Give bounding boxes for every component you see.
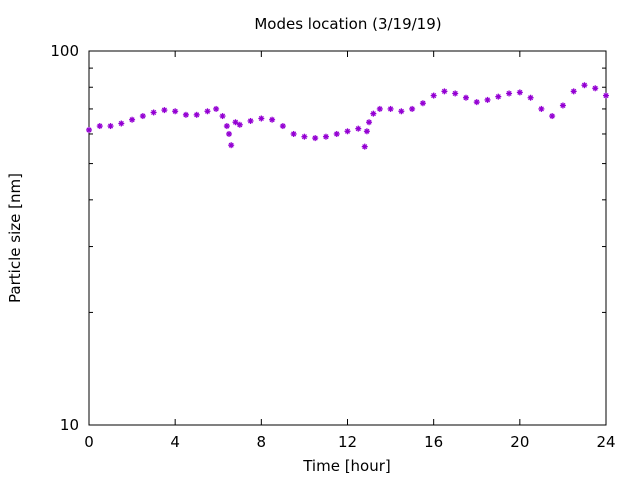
data-point <box>355 125 362 132</box>
data-point <box>419 100 426 107</box>
data-point <box>96 123 103 130</box>
data-point <box>363 128 370 135</box>
x-tick-label: 20 <box>510 433 529 451</box>
data-point <box>398 108 405 115</box>
data-point <box>430 92 437 99</box>
data-point <box>193 111 200 118</box>
data-point <box>86 126 92 133</box>
data-point <box>366 119 373 126</box>
x-tick-label: 16 <box>424 433 443 451</box>
data-point <box>107 123 114 130</box>
x-tick-label: 12 <box>338 433 357 451</box>
x-tick-label: 24 <box>596 433 615 451</box>
data-point <box>581 82 588 89</box>
data-point <box>118 120 125 127</box>
data-point <box>344 128 351 135</box>
data-point <box>228 142 235 149</box>
data-point <box>506 90 513 97</box>
data-point <box>527 94 534 101</box>
data-point <box>376 105 383 112</box>
data-point <box>232 119 239 126</box>
data-point <box>258 115 265 122</box>
data-point <box>223 123 230 130</box>
data-point <box>570 88 577 95</box>
chart-title: Modes location (3/19/19) <box>254 15 441 33</box>
data-point <box>516 89 523 96</box>
data-point <box>603 92 609 99</box>
data-point <box>361 143 368 150</box>
x-axis-label: Time [hour] <box>302 457 391 475</box>
data-series <box>86 82 609 150</box>
data-point <box>204 108 211 115</box>
data-point <box>150 109 157 116</box>
x-axis: 0 4 8 12 16 20 24 <box>84 51 616 451</box>
data-point <box>312 135 319 142</box>
data-point <box>473 99 480 106</box>
data-point <box>559 102 566 109</box>
data-point <box>161 107 168 114</box>
y-tick-label: 10 <box>60 416 79 434</box>
x-tick-label: 0 <box>84 433 94 451</box>
data-point <box>387 105 394 112</box>
data-point <box>213 105 220 112</box>
data-point <box>139 113 146 120</box>
data-point <box>549 113 556 120</box>
x-tick-label: 4 <box>170 433 180 451</box>
data-point <box>452 90 459 97</box>
data-point <box>484 96 491 103</box>
data-point <box>279 123 286 130</box>
y-axis: 10 100 <box>50 42 606 434</box>
plot-frame <box>88 50 607 426</box>
data-point <box>301 133 308 140</box>
data-point <box>370 110 377 117</box>
data-point <box>172 108 179 115</box>
data-point <box>495 93 502 100</box>
data-point <box>236 121 243 128</box>
y-axis-label: Particle size [nm] <box>6 173 24 303</box>
data-point <box>462 94 469 101</box>
data-point <box>219 113 226 120</box>
data-point <box>290 130 297 137</box>
data-point <box>269 116 276 123</box>
data-point <box>322 133 329 140</box>
data-point <box>409 105 416 112</box>
data-point <box>333 130 340 137</box>
data-point <box>441 88 448 95</box>
data-point <box>592 85 599 92</box>
data-point <box>538 105 545 112</box>
data-point <box>226 130 233 137</box>
data-point <box>129 116 136 123</box>
y-tick-label: 100 <box>50 42 79 60</box>
x-tick-label: 8 <box>257 433 267 451</box>
data-point <box>247 117 254 124</box>
data-point <box>182 111 189 118</box>
